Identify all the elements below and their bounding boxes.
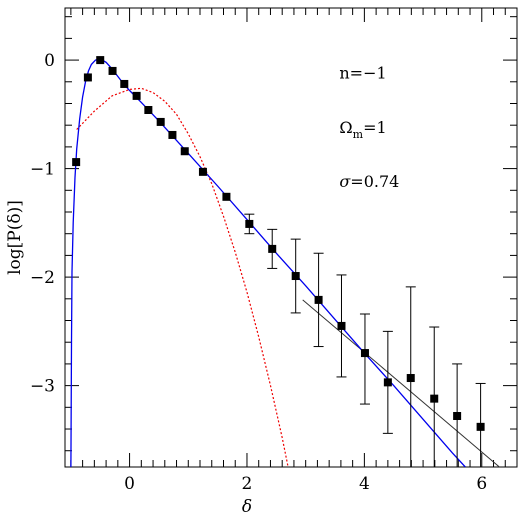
data-point <box>180 147 189 156</box>
y-tick-label: −3 <box>30 377 55 397</box>
data-point <box>83 73 92 82</box>
data-point <box>476 422 485 431</box>
data-point <box>245 219 254 228</box>
data-point <box>268 244 277 253</box>
annotation-omega: Ωm=1 <box>339 118 386 141</box>
data-point <box>72 158 81 167</box>
data-point <box>108 66 117 75</box>
data-point <box>383 378 392 387</box>
y-tick-label: −2 <box>30 268 55 288</box>
data-point <box>198 167 207 176</box>
annotation-sigma: σ=0.74 <box>339 172 399 191</box>
blue-curve <box>70 58 466 467</box>
data-point <box>430 394 439 403</box>
data-point <box>337 321 346 330</box>
x-axis-title: δ <box>242 497 252 517</box>
y-tick-label: 0 <box>44 51 55 71</box>
data-point <box>222 192 231 201</box>
x-tick-label: 4 <box>359 474 370 494</box>
data-point <box>132 91 141 100</box>
data-point <box>291 272 300 281</box>
data-point <box>96 56 105 65</box>
data-point <box>156 117 165 126</box>
annotation-n: n=−1 <box>339 64 386 83</box>
data-point <box>360 349 369 358</box>
x-tick-label: 0 <box>124 474 135 494</box>
data-point <box>453 412 462 420</box>
data-point <box>314 295 323 304</box>
y-tick-label: −1 <box>30 160 55 180</box>
plot-frame <box>64 7 518 468</box>
data-point <box>168 130 177 139</box>
data-point <box>120 79 129 88</box>
x-tick-label: 2 <box>242 474 253 494</box>
data-point <box>144 106 153 114</box>
y-axis-title: log[P(δ)] <box>5 200 25 275</box>
x-tick-label: 6 <box>476 474 487 494</box>
black-line <box>302 299 500 467</box>
data-point <box>406 374 415 383</box>
red-dotted-curve <box>76 87 289 467</box>
